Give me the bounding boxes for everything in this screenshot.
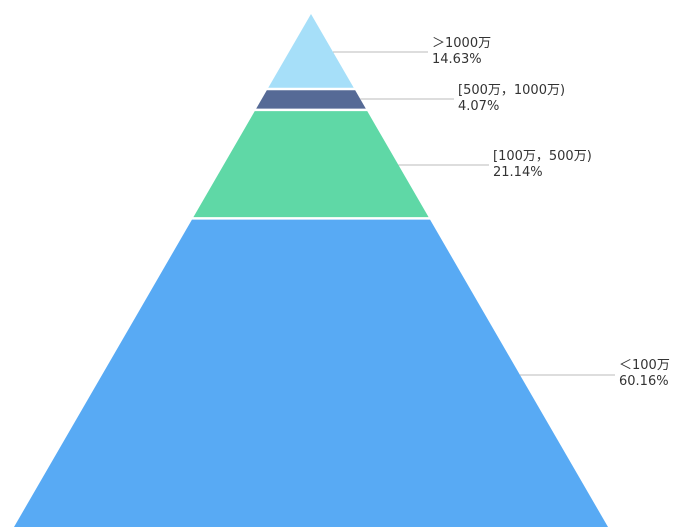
pyramid-segment <box>193 111 429 218</box>
segment-label: ＜100万 <box>619 358 670 373</box>
segment-label: ＞1000万 <box>432 36 491 51</box>
segment-label: [100万，500万) <box>493 149 592 164</box>
segment-value-label: 4.07% <box>458 99 499 114</box>
pyramid-segment <box>268 14 354 88</box>
segment-value-label: 60.16% <box>619 374 669 389</box>
pyramid-segment <box>14 219 608 527</box>
segment-value-label: 21.14% <box>493 165 543 180</box>
segment-label: [500万，1000万) <box>458 83 565 98</box>
pyramid-segment <box>256 90 366 109</box>
segment-value-label: 14.63% <box>432 52 482 67</box>
